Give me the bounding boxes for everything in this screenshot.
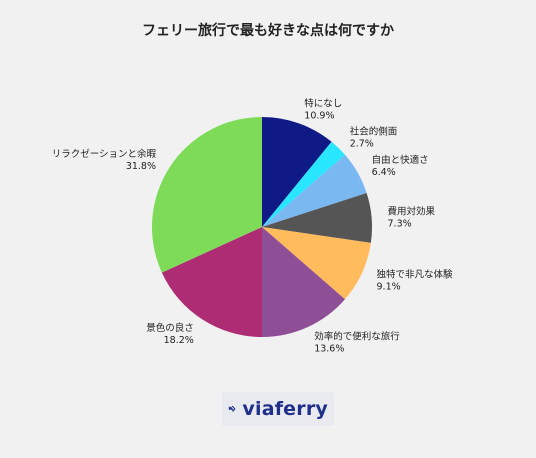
pie-slice-6 xyxy=(262,227,345,337)
slice-value-label-1: 10.9% xyxy=(304,110,334,121)
slice-label-3: 自由と快適さ xyxy=(372,154,429,166)
slice-value-label-3: 6.4% xyxy=(372,167,396,178)
slice-value-label-2: 2.7% xyxy=(350,139,374,150)
chart-title: フェリー旅行で最も好きな点は何ですか xyxy=(142,22,394,39)
viaferry-logo-icon xyxy=(228,405,236,412)
slice-value-label-5: 9.1% xyxy=(377,282,401,293)
pie-slice-5 xyxy=(262,227,371,300)
slice-label-5: 独特で非凡な体験 xyxy=(377,269,454,281)
pie-slice-3 xyxy=(262,154,367,227)
slice-label-1: 特になし xyxy=(304,97,342,109)
slice-label-7: 景色の良さ xyxy=(146,322,194,334)
brand-logo: viaferry xyxy=(222,392,334,426)
slice-value-label-6: 13.6% xyxy=(314,344,344,355)
pie-slice-2 xyxy=(262,141,345,227)
brand-name: viaferry xyxy=(242,397,328,420)
slice-value-label-7: 18.2% xyxy=(164,335,194,346)
slice-value-label-8: 31.8% xyxy=(126,161,156,172)
slice-label-8: リラクゼーションと余暇 xyxy=(52,148,157,160)
slice-label-2: 社会的側面 xyxy=(350,126,398,138)
slice-value-label-4: 7.3% xyxy=(388,218,412,229)
pie-slices xyxy=(151,117,372,337)
pie-slice-1 xyxy=(262,117,332,227)
slice-label-4: 費用対効果 xyxy=(388,205,436,217)
pie-slice-7 xyxy=(161,227,262,337)
pie-slice-8 xyxy=(151,117,262,273)
slice-label-6: 効率的で便利な旅行 xyxy=(314,331,400,343)
pie-slice-4 xyxy=(262,193,372,243)
